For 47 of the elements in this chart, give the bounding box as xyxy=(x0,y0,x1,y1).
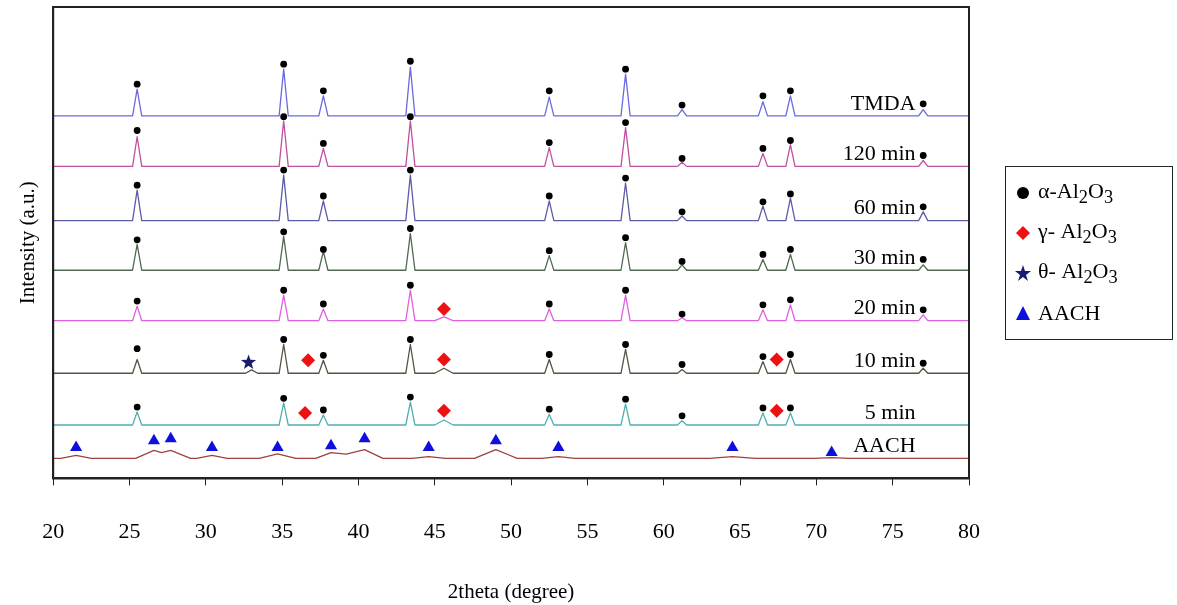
series-label: AACH xyxy=(853,432,916,458)
x-tick-label: 55 xyxy=(576,518,599,544)
x-tick-label: 45 xyxy=(423,518,446,544)
legend-label: AACH xyxy=(1038,300,1101,326)
series-label: 10 min xyxy=(853,347,916,373)
point xyxy=(271,440,284,452)
legend-label: θ- Al$_{2}$O$_{3}$ xyxy=(1038,257,1118,289)
point xyxy=(205,440,218,452)
point xyxy=(298,405,313,420)
point xyxy=(422,440,435,452)
point xyxy=(436,352,451,367)
point xyxy=(769,403,784,418)
point xyxy=(825,445,838,457)
point xyxy=(240,354,257,369)
point xyxy=(147,433,160,445)
series-label: 120 min xyxy=(842,140,916,166)
x-tick-label: 65 xyxy=(729,518,752,544)
x-tick-label: 20 xyxy=(42,518,65,544)
point xyxy=(324,438,338,450)
legend-label: α-Al$_{2}$O$_{3}$ xyxy=(1038,177,1114,209)
point xyxy=(70,440,83,452)
x-tick-label: 70 xyxy=(805,518,828,544)
point xyxy=(436,403,451,418)
series-label: 5 min xyxy=(864,398,916,424)
point xyxy=(489,433,502,445)
series-label: TMDA xyxy=(850,89,916,115)
x-tick-label: 75 xyxy=(881,518,904,544)
series-label: 60 min xyxy=(853,194,916,220)
y-axis-title: Intensity (a.u.) xyxy=(15,181,40,305)
x-tick-label: 30 xyxy=(194,518,217,544)
x-tick-label: 35 xyxy=(271,518,294,544)
legend-label: γ- Al$_{2}$O$_{3}$ xyxy=(1038,217,1117,249)
point xyxy=(358,431,371,443)
x-tick-label: 25 xyxy=(118,518,141,544)
series-label: 30 min xyxy=(853,244,916,270)
point xyxy=(552,440,565,452)
point xyxy=(164,431,177,443)
point xyxy=(769,352,784,367)
series-label: 20 min xyxy=(853,294,916,320)
x-tick-label: 50 xyxy=(500,518,523,544)
point xyxy=(726,440,739,452)
point xyxy=(436,302,451,317)
x-axis-title: 2theta (degree) xyxy=(447,578,575,603)
x-tick-label: 80 xyxy=(958,518,980,544)
x-tick-label: 60 xyxy=(652,518,675,544)
point xyxy=(301,353,316,368)
x-tick-label: 40 xyxy=(347,518,370,544)
